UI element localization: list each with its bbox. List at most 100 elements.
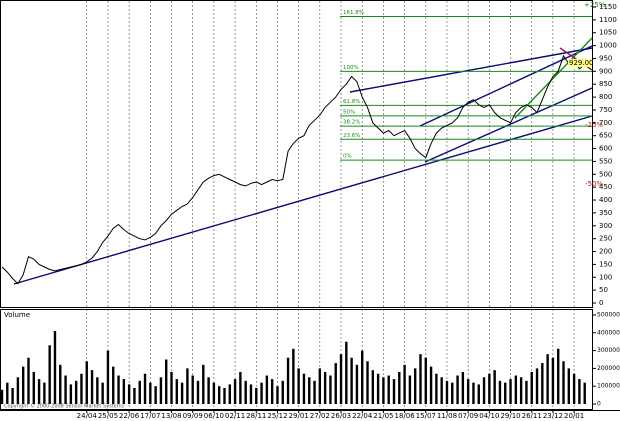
- volume-bar: [48, 345, 51, 404]
- volume-bar: [202, 364, 205, 404]
- volume-bar: [292, 348, 295, 404]
- y-tick-label: 50: [599, 286, 608, 294]
- volume-bar: [223, 387, 226, 404]
- y-tick-label: 300000: [597, 347, 620, 354]
- volume-bar: [133, 387, 136, 404]
- fib-label: 38.2%: [343, 120, 360, 126]
- volume-bar: [175, 379, 179, 404]
- y-tick-label: 1050: [599, 29, 617, 37]
- fib-label: 0%: [343, 154, 352, 160]
- volume-bar: [498, 380, 502, 404]
- y-tick-label: 550: [599, 157, 612, 165]
- volume-bar: [138, 380, 141, 404]
- y-tick-label: 300: [599, 222, 612, 230]
- x-tick-label: 22/06: [119, 412, 140, 420]
- volume-bar: [578, 379, 581, 404]
- volume-bar: [16, 377, 20, 404]
- volume-bar: [440, 377, 443, 404]
- volume-bar: [96, 377, 99, 404]
- trend-line: [419, 45, 593, 127]
- volume-bar: [260, 382, 263, 404]
- price-marker: [568, 59, 592, 67]
- volume-bar: [567, 368, 571, 404]
- y-tick-label: 350: [599, 209, 612, 217]
- volume-bar: [509, 379, 512, 404]
- volume-bar: [127, 384, 131, 404]
- y-tick-label: 100: [599, 273, 612, 281]
- x-tick-label: 07/09: [458, 412, 478, 420]
- volume-bar: [466, 379, 470, 404]
- volume-bar: [180, 382, 184, 404]
- y-tick-label: 650: [599, 132, 612, 140]
- fib-label: 161.8%: [343, 10, 364, 16]
- volume-bar: [562, 361, 565, 404]
- x-tick-label: 11/08: [437, 412, 457, 420]
- y-tick-label: 1100: [599, 16, 617, 24]
- volume-bar: [472, 382, 475, 404]
- trend-line: [349, 47, 593, 93]
- x-tick-label: 18/06: [395, 412, 416, 420]
- y-tick-label: 1000: [599, 42, 617, 50]
- volume-bar: [557, 348, 560, 404]
- x-tick-label: 25/05: [98, 412, 118, 420]
- volume-bar: [106, 350, 110, 404]
- x-tick-label: 22/04: [352, 412, 373, 420]
- volume-bar: [461, 371, 465, 404]
- y-tick-label: 450: [599, 183, 612, 191]
- volume-bar: [361, 350, 364, 404]
- y-tick-label: 400: [599, 196, 612, 204]
- y-tick-label: 0: [597, 401, 601, 408]
- volume-bar: [117, 375, 120, 404]
- volume-bar: [355, 364, 359, 404]
- fib-label: 23.6%: [343, 133, 360, 139]
- copyright: Copyright © 2000-2008 Sensor Market Syst…: [4, 403, 125, 410]
- volume-bar: [477, 384, 480, 404]
- y-tick-label: 900: [599, 67, 612, 75]
- volume-bar: [308, 377, 311, 404]
- volume-bar: [21, 366, 25, 404]
- volume-bar: [112, 366, 115, 404]
- volume-panel: [0, 309, 593, 410]
- volume-bar: [122, 379, 126, 404]
- volume-bar: [572, 373, 576, 404]
- x-tick-label: 29/10: [500, 412, 520, 420]
- volume-bar: [419, 354, 422, 404]
- annotation: 929.00: [569, 59, 594, 67]
- y-tick-label: 250: [599, 235, 612, 243]
- volume-bar: [143, 373, 147, 404]
- volume-bar: [11, 387, 14, 404]
- y-tick-label: 500000: [597, 312, 620, 319]
- y-tick-label: 700: [599, 119, 612, 127]
- x-tick-label: 13/08: [161, 412, 181, 420]
- volume-bar: [302, 373, 306, 404]
- volume-bar: [488, 373, 491, 404]
- volume-bar: [27, 357, 30, 404]
- volume-bar: [456, 375, 459, 404]
- volume-bar: [101, 382, 104, 404]
- volume-bar: [228, 384, 231, 404]
- volume-bar: [514, 375, 518, 404]
- trend-line: [514, 37, 593, 119]
- y-tick-label: 0: [599, 299, 603, 307]
- y-tick-label: 200: [599, 248, 612, 256]
- volume-bar: [196, 380, 200, 404]
- price-line: [1, 54, 585, 285]
- volume-bar: [90, 370, 94, 404]
- x-tick-label: 20/01: [564, 412, 584, 420]
- x-tick-label: 06/10: [204, 412, 224, 420]
- volume-bar: [170, 371, 173, 404]
- y-tick-label: 950: [599, 54, 612, 62]
- volume-bar: [313, 380, 316, 404]
- volume-bar: [350, 357, 353, 404]
- volume-bar: [583, 382, 586, 404]
- volume-bar: [74, 380, 78, 404]
- volume-bar: [403, 364, 406, 404]
- volume-bar: [244, 380, 247, 404]
- volume-bar: [281, 380, 284, 404]
- volume-bar: [159, 377, 163, 404]
- y-tick-label: 600: [599, 145, 612, 153]
- volume-bar: [165, 359, 168, 404]
- volume-bar: [382, 377, 385, 404]
- volume-bar: [371, 370, 375, 404]
